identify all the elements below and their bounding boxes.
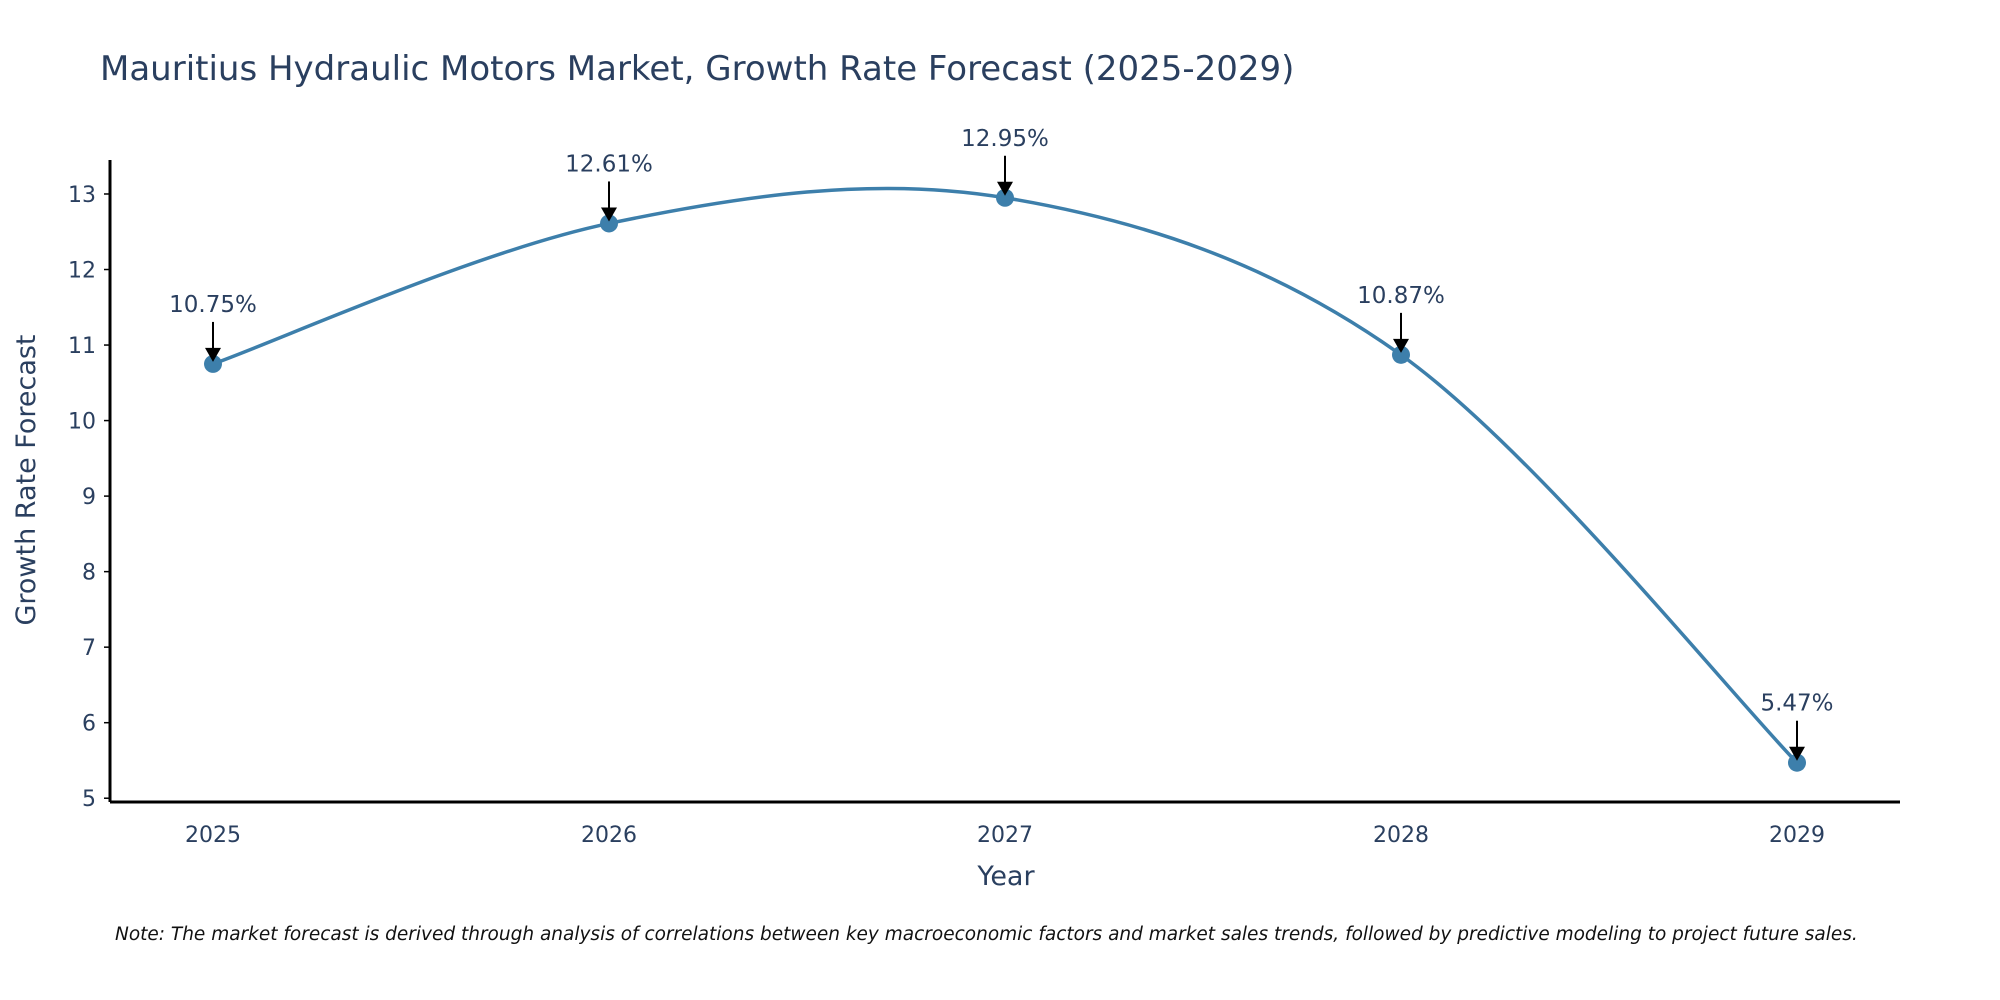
x-tick-label: 2025	[185, 823, 241, 848]
data-point	[996, 188, 1014, 207]
data-label: 5.47%	[1760, 691, 1833, 717]
data-point	[1788, 753, 1806, 772]
y-tick-label: 13	[68, 183, 96, 208]
y-tick-label: 12	[68, 259, 96, 284]
annotation-arrow-head	[997, 181, 1013, 196]
footnote: Note: The market forecast is derived thr…	[115, 924, 1858, 945]
x-axis-title: Year	[976, 861, 1035, 892]
data-point	[1392, 345, 1410, 364]
y-tick-label: 10	[68, 410, 96, 435]
data-point	[600, 214, 618, 233]
data-label: 10.87%	[1357, 283, 1445, 309]
y-tick-label: 9	[82, 485, 96, 510]
y-tick-label: 7	[82, 636, 96, 661]
y-tick-label: 5	[82, 787, 96, 812]
annotation-arrow-head	[1393, 338, 1409, 353]
y-tick-label: 8	[82, 561, 96, 586]
annotation-arrow-head	[205, 347, 221, 362]
annotation-arrow-head	[601, 207, 617, 222]
x-tick-label: 2029	[1769, 823, 1825, 848]
y-axis-title: Growth Rate Forecast	[11, 334, 42, 625]
annotation-arrow-head	[1789, 746, 1805, 761]
y-tick-label: 11	[68, 334, 96, 359]
data-label: 12.95%	[961, 126, 1049, 152]
y-tick-label: 6	[82, 712, 96, 737]
data-label: 10.75%	[169, 292, 257, 318]
data-point	[204, 354, 222, 373]
x-tick-label: 2026	[581, 823, 637, 848]
x-tick-label: 2028	[1373, 823, 1429, 848]
x-tick-label: 2027	[977, 823, 1033, 848]
data-label: 12.61%	[565, 151, 653, 177]
series-line	[212, 186, 1799, 764]
chart-title: Mauritius Hydraulic Motors Market, Growt…	[100, 49, 1294, 89]
